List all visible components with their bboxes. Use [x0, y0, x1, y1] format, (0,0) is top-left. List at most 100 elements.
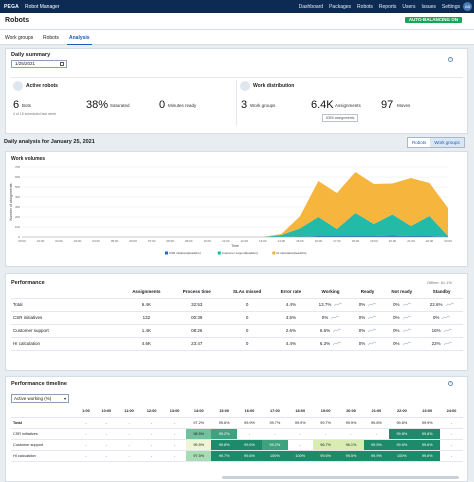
moves-label: Moves	[397, 103, 411, 108]
heat-cell: 99.6%	[236, 450, 263, 462]
table-cell: 4.4%	[272, 298, 310, 312]
metric-select-value: Active working (%)	[14, 396, 52, 401]
assignments-value: 6.4K	[311, 99, 334, 111]
table-cell: 0	[221, 298, 273, 312]
cell-value: 0%	[358, 301, 366, 307]
main-nav: Dashboard Packages Robots Reports Users …	[299, 0, 460, 13]
table-cell: 0%	[351, 337, 384, 351]
table-row: HI calculation 4.6K 23:47 0 4.4% 6.3% 0% 0% 22%	[11, 337, 463, 351]
heat-cell: 99.9%	[236, 417, 263, 429]
column-header[interactable]: Standby	[420, 285, 463, 299]
table-cell: 4.4%	[272, 337, 310, 351]
mini-sparkline-icon	[368, 302, 377, 308]
heat-cell: -	[163, 439, 187, 451]
heat-cell: 99.7%	[211, 450, 237, 462]
table-cell: 0%	[420, 311, 463, 325]
toggle-robots[interactable]: Robots	[412, 140, 427, 145]
heat-cell: -	[77, 450, 95, 462]
view-toggle: Robots Work groups	[407, 137, 465, 148]
nav-users[interactable]: Users	[402, 3, 416, 10]
legend-swatch	[165, 251, 168, 255]
heat-cell: -	[117, 417, 141, 429]
x-tick-label: 10:00	[203, 239, 211, 243]
nav-settings[interactable]: Settings	[441, 3, 460, 10]
column-header[interactable]: Ready	[351, 285, 384, 299]
row-label: CSR initiatives	[11, 311, 121, 325]
nav-robots[interactable]: Robots	[357, 3, 373, 10]
heat-cell: 99.9%	[363, 450, 390, 462]
heat-cell: -	[140, 417, 164, 429]
tab-analysis[interactable]: Analysis	[67, 35, 92, 45]
row-label: Customer support	[11, 439, 77, 451]
x-tick-label: 04:00	[92, 239, 100, 243]
column-header[interactable]: Not ready	[383, 285, 421, 299]
x-tick-label: 12:00	[241, 239, 249, 243]
tab-work-groups[interactable]: Work groups	[5, 35, 34, 41]
heat-cell: -	[94, 428, 118, 440]
toggle-work-groups[interactable]: Work groups	[430, 138, 464, 147]
table-cell: 6.6%	[309, 324, 352, 338]
hour-header: 20:00	[338, 406, 364, 418]
cell-value: 0	[245, 341, 249, 346]
table-cell: 0	[221, 311, 273, 325]
mini-sparkline-icon	[402, 302, 411, 308]
mini-sparkline-icon	[402, 315, 411, 321]
page-title: Robots	[5, 17, 30, 24]
y-tick-label: 200	[15, 215, 20, 219]
hour-header: 11:00	[117, 406, 141, 418]
moves-value: 97	[381, 99, 394, 111]
row-label: HI calculation	[11, 450, 77, 462]
horizontal-scrollbar[interactable]	[222, 476, 459, 479]
tab-robots[interactable]: Robots	[43, 35, 59, 41]
row-label: CSR initiatives	[11, 428, 77, 440]
x-tick-label: 13:00	[259, 239, 267, 243]
table-cell: 00:39	[171, 311, 222, 325]
cell-value: 6.6%	[319, 327, 331, 333]
x-tick-label: 05:00	[111, 239, 119, 243]
cell-value: 22.6%	[429, 301, 443, 307]
bots-note: 4 of 15 scheduled last week	[13, 112, 57, 116]
y-tick-label: 400	[15, 195, 20, 199]
heat-cell: -	[439, 439, 463, 451]
nav-reports[interactable]: Reports	[378, 3, 397, 10]
cell-value: 0%	[358, 327, 366, 333]
metric-select[interactable]: Active working (%) ▾	[11, 394, 69, 403]
heat-cell: -	[163, 417, 187, 429]
cell-value: 0%	[358, 314, 366, 320]
minutes-value: 0	[159, 99, 166, 111]
cell-value: 0%	[393, 340, 400, 346]
cell-value: 0%	[393, 301, 400, 307]
hour-header: 1:00	[77, 406, 95, 418]
help-icon[interactable]: ?	[448, 57, 453, 62]
nav-packages[interactable]: Packages	[329, 3, 352, 10]
user-avatar[interactable]: AB	[463, 2, 472, 11]
mini-sparkline-icon	[331, 315, 340, 321]
column-header[interactable]: Error rate	[272, 285, 310, 299]
table-cell: 22.6%	[420, 298, 463, 312]
heat-cell: 99.9%	[338, 417, 364, 429]
date-picker[interactable]: 1/25/2021	[11, 60, 67, 68]
column-header[interactable]: Working	[309, 285, 352, 299]
nav-issues[interactable]: Issues	[421, 3, 436, 10]
performance-title: Performance	[11, 280, 45, 286]
help-icon[interactable]: ?	[448, 381, 453, 386]
table-cell: 4.5%	[272, 311, 310, 325]
mini-sparkline-icon	[368, 328, 377, 334]
x-tick-label: 17:00	[333, 239, 341, 243]
heat-cell: -	[77, 428, 95, 440]
table-cell: 13.7%	[309, 298, 352, 312]
heat-cell: -	[262, 428, 288, 440]
column-header[interactable]: Assignments	[121, 285, 172, 299]
nav-dashboard[interactable]: Dashboard	[298, 3, 324, 10]
assignments-tooltip: 6390 assignments	[322, 114, 359, 122]
cell-value: 23:47	[191, 341, 203, 346]
calendar-icon[interactable]	[60, 62, 64, 66]
heat-cell: 99.8%	[363, 417, 390, 429]
auto-balancing-badge[interactable]: AUTO-BALANCING ON	[404, 17, 462, 23]
heat-cell: 99.7%	[262, 417, 288, 429]
column-header[interactable]: SLAs missed	[221, 285, 273, 299]
timeline-title: Performance timeline	[11, 381, 67, 387]
heat-cell: 99.8%	[211, 439, 237, 451]
column-header[interactable]: Process time	[171, 285, 222, 299]
heat-cell: 100%	[389, 450, 415, 462]
